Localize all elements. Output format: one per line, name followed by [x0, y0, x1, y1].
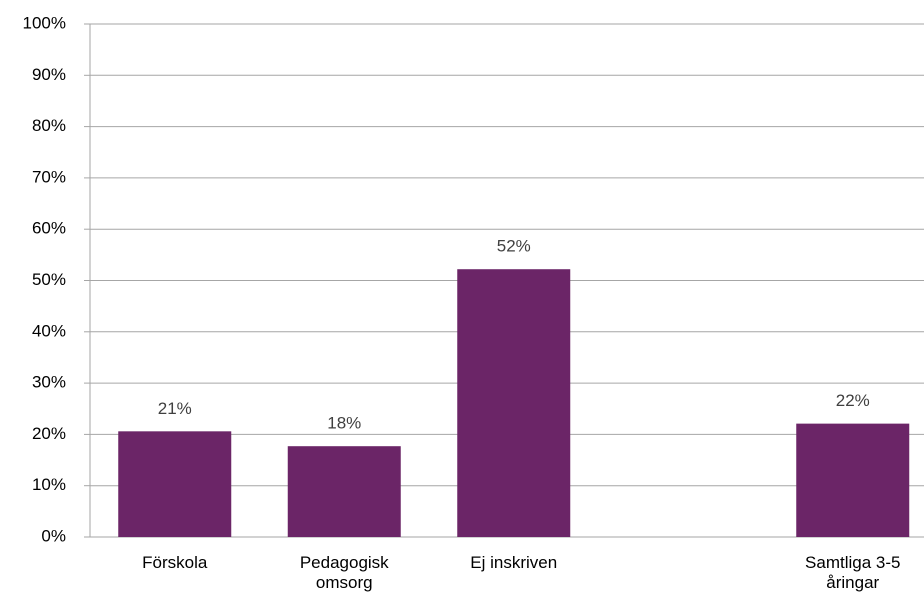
y-tick-label: 0% — [41, 526, 66, 545]
data-label: 52% — [497, 237, 531, 256]
data-label: 18% — [327, 414, 361, 433]
y-tick-label: 80% — [32, 116, 66, 135]
bar — [118, 431, 232, 537]
data-label: 22% — [836, 391, 870, 410]
x-tick-label: Samtliga 3-5 åringar — [805, 553, 901, 592]
x-tick-label: Ej inskriven — [470, 553, 558, 572]
data-label: 21% — [158, 399, 192, 418]
y-tick-label: 70% — [32, 167, 66, 186]
bar — [287, 446, 401, 537]
y-tick-label: 50% — [32, 270, 66, 289]
y-tick-label: 30% — [32, 373, 66, 392]
x-tick-label: Förskola — [142, 553, 208, 572]
y-tick-label: 10% — [32, 475, 66, 494]
y-tick-label: 20% — [32, 424, 66, 443]
y-tick-label: 90% — [32, 65, 66, 84]
bar — [457, 269, 571, 537]
y-tick-label: 60% — [32, 219, 66, 238]
bar — [796, 423, 910, 537]
y-tick-label: 100% — [23, 13, 66, 32]
y-tick-label: 40% — [32, 321, 66, 340]
x-tick-label: Pedagogisk omsorg — [299, 553, 389, 592]
